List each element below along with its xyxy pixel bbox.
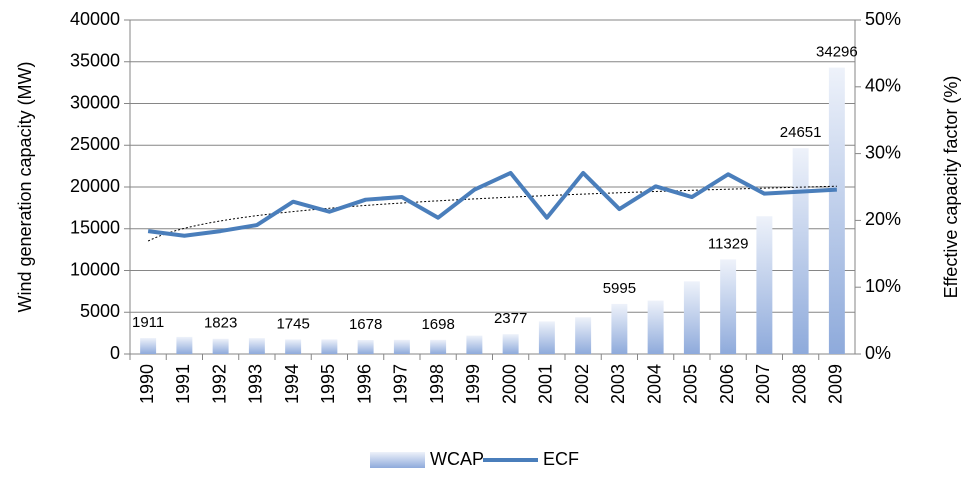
data-label: 11329 (708, 235, 749, 252)
y2-tick-label: 20% (865, 209, 901, 229)
data-label: 1698 (421, 316, 454, 333)
bar (611, 303, 628, 354)
data-label: 1911 (132, 314, 164, 331)
y2-tick-label: 30% (865, 142, 901, 162)
trendline (147, 185, 837, 242)
x-tick-label: 2007 (753, 364, 773, 404)
x-tick-label: 2008 (789, 364, 809, 404)
bar (357, 339, 374, 354)
x-tick-label: 2009 (826, 364, 846, 404)
data-label: 5995 (603, 280, 636, 297)
bar (502, 334, 519, 354)
y-tick-label: 30000 (70, 92, 120, 112)
y-tick-label: 35000 (70, 51, 120, 71)
y-tick-label: 15000 (70, 218, 120, 238)
y2-axis-title: Effective capacity factor (%) (941, 76, 961, 299)
bar (756, 216, 773, 354)
x-tick-label: 1991 (173, 364, 193, 404)
data-label: 34296 (816, 44, 858, 61)
bar (466, 335, 483, 354)
bar (393, 339, 410, 354)
legend-label: WCAP (430, 449, 484, 469)
y-axis-title: Wind generation capacity (MW) (15, 61, 35, 312)
bar (430, 339, 447, 354)
data-label: 1678 (349, 316, 382, 333)
x-tick-label: 1993 (246, 364, 266, 404)
x-tick-label: 2005 (681, 364, 701, 404)
y-tick-label: 40000 (70, 9, 120, 29)
legend-label: ECF (543, 449, 579, 469)
data-label: 24651 (780, 124, 822, 141)
x-tick-label: 1995 (318, 364, 338, 404)
bar (212, 338, 229, 354)
x-tick-label: 1994 (282, 364, 302, 404)
bar (683, 281, 700, 354)
y-tick-label: 25000 (70, 134, 120, 154)
line (147, 170, 837, 238)
bar (285, 339, 302, 354)
x-tick-label: 2004 (644, 364, 664, 404)
bar (575, 317, 592, 354)
y2-tick-label: 0% (865, 343, 891, 363)
bar (140, 338, 157, 354)
bar (647, 300, 664, 354)
x-tick-label: 1997 (391, 364, 411, 404)
legend-swatch (370, 452, 425, 468)
x-tick-label: 2000 (499, 364, 519, 404)
y2-tick-label: 10% (865, 276, 901, 296)
bar (792, 148, 809, 354)
y2-tick-label: 40% (865, 76, 901, 96)
bar (321, 339, 338, 354)
x-tick-label: 1998 (427, 364, 447, 404)
data-label: 1745 (276, 315, 309, 332)
x-tick-label: 2002 (572, 364, 592, 404)
x-tick-label: 2001 (536, 364, 556, 404)
bar (720, 259, 737, 354)
bar (248, 338, 265, 354)
bar (828, 67, 845, 354)
y-tick-label: 20000 (70, 176, 120, 196)
y-tick-label: 5000 (80, 301, 120, 321)
x-tick-label: 2003 (608, 364, 628, 404)
data-label: 2377 (494, 310, 527, 327)
x-tick-label: 1992 (209, 364, 229, 404)
x-tick-label: 1990 (137, 364, 157, 404)
x-tick-label: 1999 (463, 364, 483, 404)
x-tick-label: 1996 (354, 364, 374, 404)
bar (538, 321, 555, 354)
y2-tick-label: 50% (865, 9, 901, 29)
data-label: 1823 (204, 315, 237, 332)
y-tick-label: 0 (110, 343, 120, 363)
bar (176, 336, 193, 354)
x-tick-label: 2006 (717, 364, 737, 404)
y-tick-label: 10000 (70, 259, 120, 279)
